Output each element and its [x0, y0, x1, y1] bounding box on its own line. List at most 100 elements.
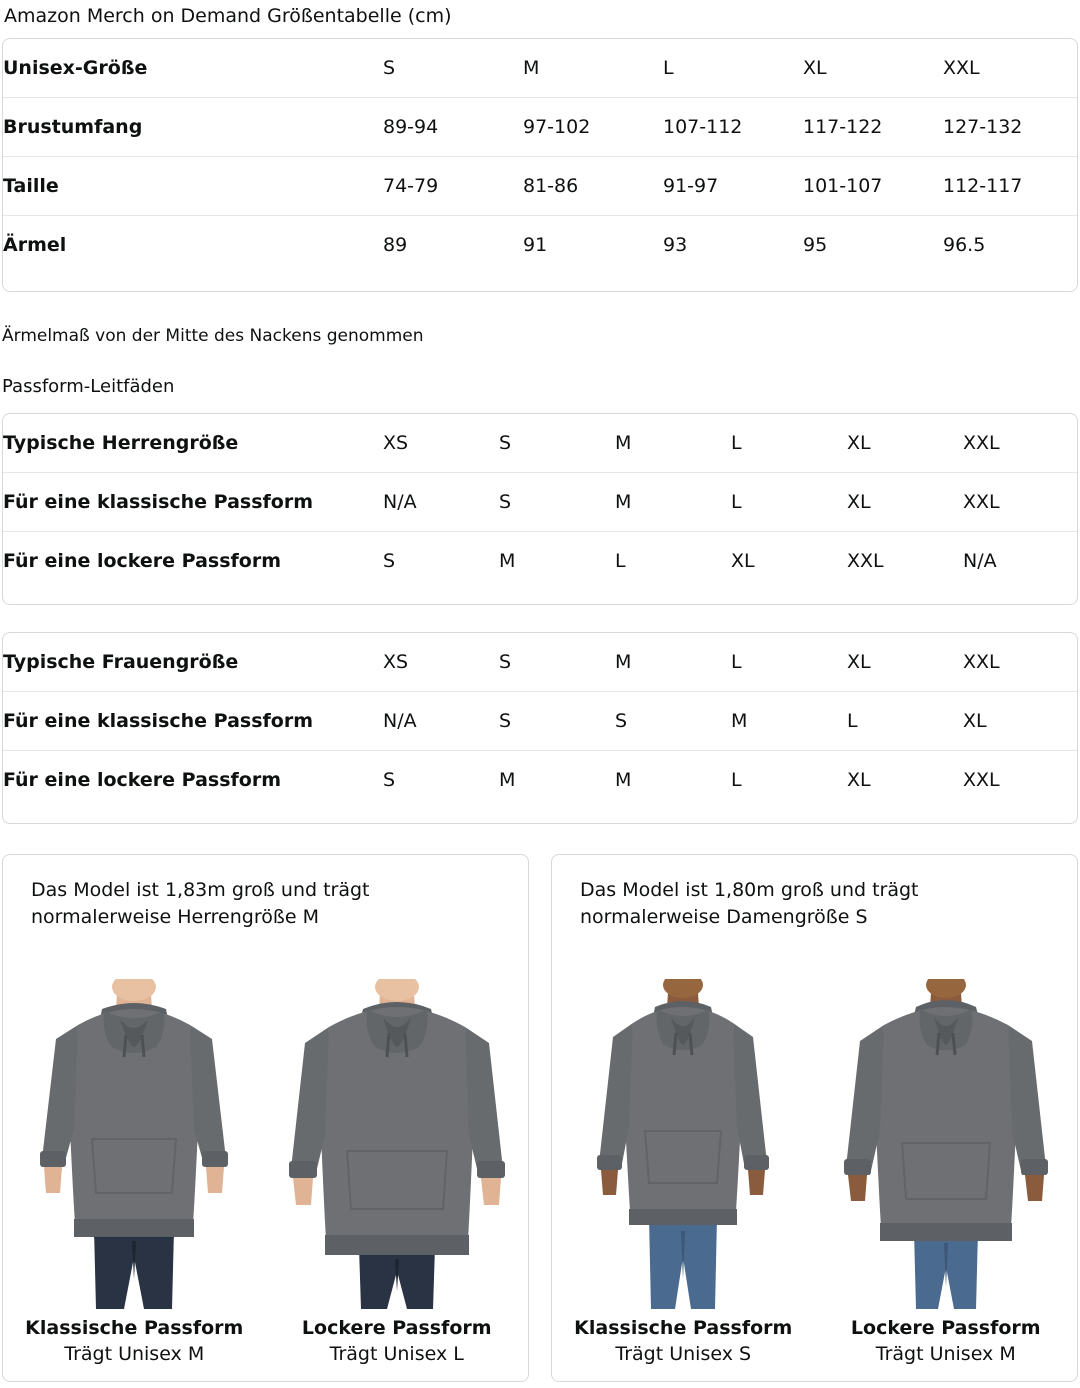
male-model-relaxed-fit-image [288, 979, 505, 1309]
row-label-sleeve: Ärmel [3, 215, 383, 274]
mens-relaxed-1: M [499, 531, 615, 590]
waist-l: 91-97 [663, 156, 803, 216]
womens-classic-fit-label: Klassische Passform [574, 1317, 793, 1339]
womens-typical-0: XS [383, 651, 409, 673]
womens-relaxed-2: M [615, 750, 731, 809]
mens-relaxed-fit-photo [266, 931, 529, 1309]
mens-relaxed-5: N/A [963, 531, 1077, 590]
mens-classic-2: M [615, 472, 731, 532]
table-row: Für eine lockere Passform S M L XL XXL N… [3, 531, 1077, 590]
chest-m: 97-102 [523, 97, 663, 157]
table-row: Für eine lockere Passform S M M L XL XXL [3, 750, 1077, 809]
table-row: Typische Herrengröße XS S M L XL XXL [3, 414, 1077, 473]
mens-typical-1: S [499, 432, 512, 454]
womens-relaxed-0: S [383, 750, 499, 809]
womens-relaxed-5: XXL [963, 750, 1077, 809]
mens-relaxed-0: S [383, 531, 499, 590]
row-label-mens-classic-fit: Für eine klassische Passform [3, 472, 383, 532]
size-header-m: M [523, 57, 540, 79]
womens-fit-guide-card: Typische Frauengröße XS S M L XL XXL Für… [2, 632, 1078, 824]
womens-classic-4: L [847, 691, 963, 751]
size-header-l: L [663, 57, 674, 79]
fit-guides-heading: Passform-Leitfäden [2, 376, 175, 397]
mens-classic-1: S [499, 472, 615, 532]
table-row: Typische Frauengröße XS S M L XL XXL [3, 633, 1077, 692]
table-row: Brustumfang 89-94 97-102 107-112 117-122… [3, 97, 1077, 157]
mens-classic-3: L [731, 472, 847, 532]
row-label-chest: Brustumfang [3, 97, 383, 157]
mens-typical-2: M [615, 432, 632, 454]
waist-xl: 101-107 [803, 156, 943, 216]
mens-classic-fit-photo [3, 931, 266, 1309]
womens-classic-3: M [731, 691, 847, 751]
size-header-xxl: XXL [943, 57, 980, 79]
mens-fit-guide-table: Typische Herrengröße XS S M L XL XXL Für… [3, 414, 1077, 590]
table-row-header: Unisex-Größe S M L XL XXL [3, 39, 1077, 98]
mens-classic-5: XXL [963, 472, 1077, 532]
mens-typical-4: XL [847, 432, 871, 454]
mens-classic-4: XL [847, 472, 963, 532]
unisex-size-table: Unisex-Größe S M L XL XXL Brustumfang 89… [3, 39, 1077, 274]
mens-fit-guide-card: Typische Herrengröße XS S M L XL XXL Für… [2, 413, 1078, 605]
mens-relaxed-3: XL [731, 531, 847, 590]
womens-typical-5: XXL [963, 651, 1000, 673]
sleeve-m: 91 [523, 215, 663, 274]
womens-relaxed-fit-label: Lockere Passform [850, 1317, 1041, 1339]
female-model-relaxed-fit-image [843, 979, 1048, 1309]
sleeve-s: 89 [383, 215, 523, 274]
sleeve-xl: 95 [803, 215, 943, 274]
sleeve-xxl: 96.5 [943, 215, 1077, 274]
womens-relaxed-fit-wears: Trägt Unisex M [875, 1343, 1016, 1365]
womens-model-card: Das Model ist 1,80m groß und trägt norma… [551, 854, 1078, 1382]
waist-s: 74-79 [383, 156, 523, 216]
mens-classic-fit-caption: Klassische Passform Trägt Unisex M [25, 1309, 243, 1367]
womens-relaxed-fit-caption: Lockere Passform Trägt Unisex M [851, 1309, 1041, 1367]
womens-figures: Klassische Passform Trägt Unisex S [552, 931, 1077, 1367]
row-label-mens-relaxed-fit: Für eine lockere Passform [3, 531, 383, 590]
waist-m: 81-86 [523, 156, 663, 216]
chest-s: 89-94 [383, 97, 523, 157]
womens-relaxed-3: L [731, 750, 847, 809]
mens-classic-0: N/A [383, 472, 499, 532]
mens-figures: Klassische Passform Trägt Unisex M [3, 931, 528, 1367]
row-label-typical-mens-size: Typische Herrengröße [3, 432, 239, 454]
womens-classic-5: XL [963, 691, 1077, 751]
womens-model-description: Das Model ist 1,80m groß und trägt norma… [580, 879, 919, 928]
mens-relaxed-4: XXL [847, 531, 963, 590]
row-label-womens-relaxed-fit: Für eine lockere Passform [3, 750, 383, 809]
row-label-womens-classic-fit: Für eine klassische Passform [3, 691, 383, 751]
mens-relaxed-fit-figure: Lockere Passform Trägt Unisex L [266, 931, 529, 1367]
unisex-size-card: Unisex-Größe S M L XL XXL Brustumfang 89… [2, 38, 1078, 292]
mens-relaxed-fit-label: Lockere Passform [301, 1317, 492, 1339]
womens-classic-1: S [499, 691, 615, 751]
size-header-xl: XL [803, 57, 827, 79]
mens-classic-fit-wears: Trägt Unisex M [64, 1343, 205, 1365]
mens-relaxed-fit-wears: Trägt Unisex L [329, 1343, 464, 1365]
table-row: Für eine klassische Passform N/A S M L X… [3, 472, 1077, 532]
womens-relaxed-fit-figure: Lockere Passform Trägt Unisex M [815, 931, 1078, 1367]
mens-model-description: Das Model ist 1,83m groß und trägt norma… [31, 879, 370, 928]
row-label-waist: Taille [3, 156, 383, 216]
mens-relaxed-fit-caption: Lockere Passform Trägt Unisex L [302, 1309, 492, 1367]
womens-classic-fit-wears: Trägt Unisex S [615, 1343, 752, 1365]
mens-classic-fit-label: Klassische Passform [25, 1317, 244, 1339]
size-header-s: S [383, 57, 396, 79]
table-row: Für eine klassische Passform N/A S S M L… [3, 691, 1077, 751]
model-cards-row: Das Model ist 1,83m groß und trägt norma… [2, 854, 1078, 1382]
womens-typical-3: L [731, 651, 742, 673]
mens-typical-3: L [731, 432, 742, 454]
womens-relaxed-4: XL [847, 750, 963, 809]
womens-relaxed-1: M [499, 750, 615, 809]
male-model-classic-fit-image [40, 979, 229, 1309]
womens-classic-2: S [615, 691, 731, 751]
sleeve-measurement-note: Ärmelmaß von der Mitte des Nackens genom… [2, 326, 424, 346]
chest-l: 107-112 [663, 97, 803, 157]
womens-typical-1: S [499, 651, 512, 673]
womens-fit-guide-table: Typische Frauengröße XS S M L XL XXL Für… [3, 633, 1077, 809]
row-label-typical-womens-size: Typische Frauengröße [3, 651, 239, 673]
mens-relaxed-2: L [615, 531, 731, 590]
sleeve-l: 93 [663, 215, 803, 274]
page-title: Amazon Merch on Demand Größentabelle (cm… [4, 5, 452, 27]
unisex-size-header-label: Unisex-Größe [3, 57, 148, 79]
